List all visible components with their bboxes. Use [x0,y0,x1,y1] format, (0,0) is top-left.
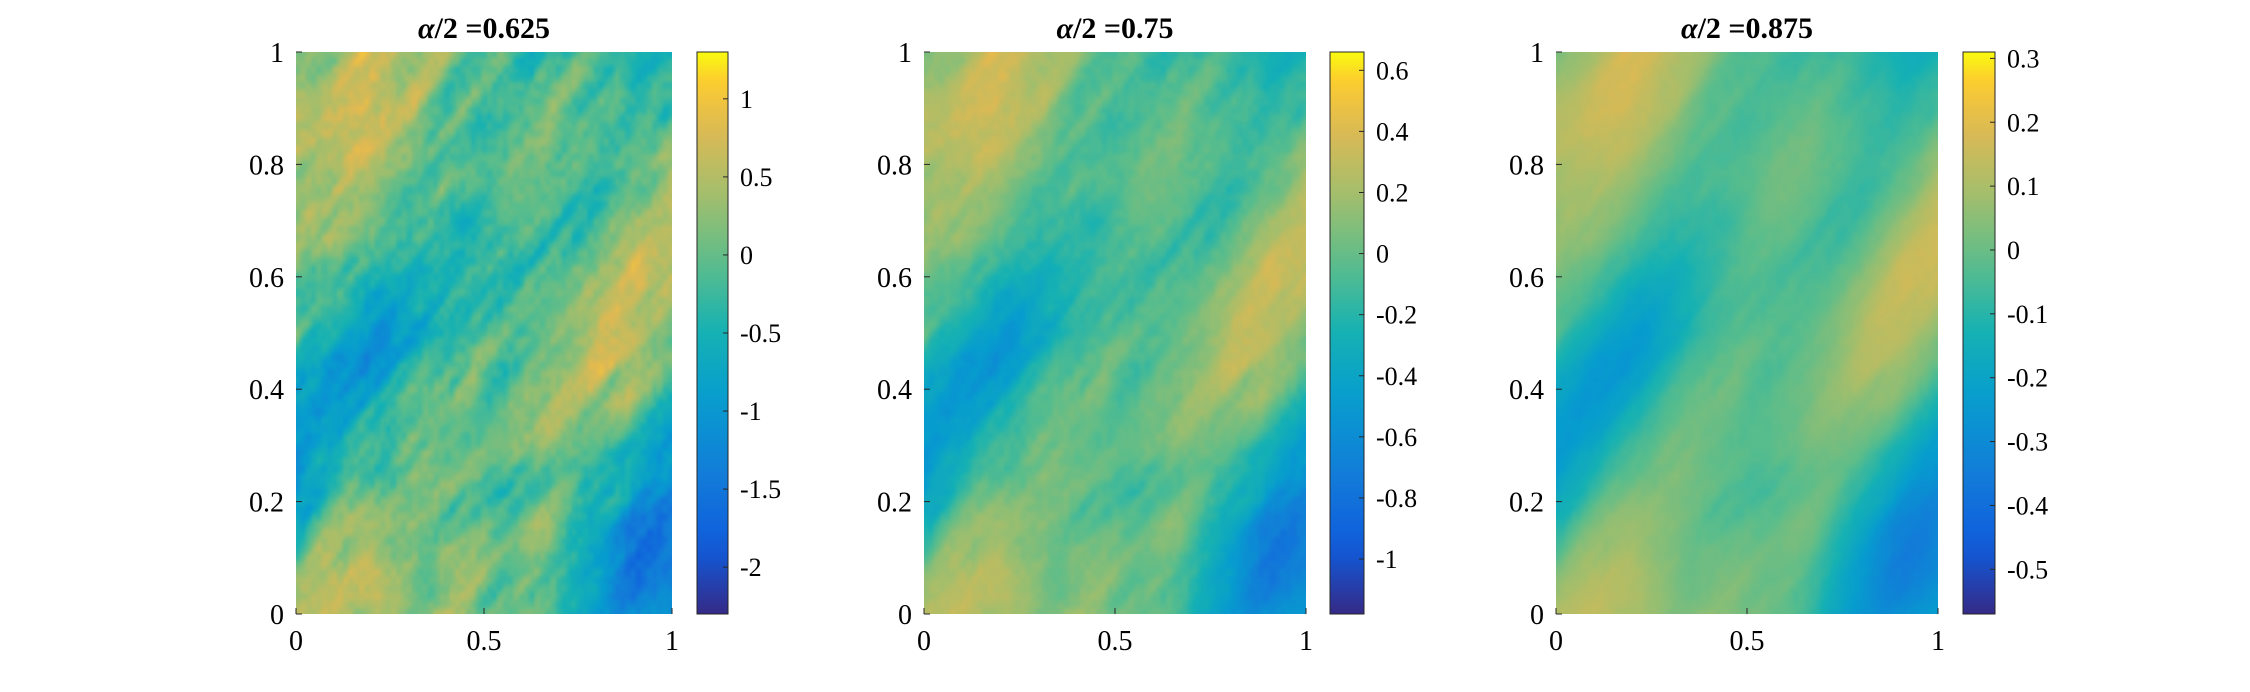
heatmap-image [924,52,1306,614]
colorbar-tick-label: 0.1 [2007,172,2040,201]
colorbar-scale [1329,51,1365,615]
colorbar-tick-label: -0.3 [2007,428,2048,457]
colorbar-tick-label: -0.2 [1376,301,1417,330]
y-tick-label: 1 [270,38,284,69]
colorbar-tick-label: -1 [740,397,762,426]
y-tick-label: 1 [1530,38,1544,69]
colorbar-tick-label: 0 [1376,240,1389,269]
colorbar-tick-label: 0.2 [2007,108,2040,137]
colorbar-tick-label: 0.3 [2007,44,2040,73]
heatmap-image [296,52,672,614]
y-tick-label: 0.8 [249,150,284,181]
y-tick-label: 0.8 [1509,150,1544,181]
y-tick-label: 0.8 [877,150,912,181]
y-tick-label: 0 [1530,600,1544,631]
heatmap-panel-1: 0 0.5 1 0 0.2 0.4 0.6 0.8 1 α/2 =0.625 1 0.5 0 -0.5 -1… [249,12,781,657]
colorbar-tick-label: -0.4 [2007,491,2048,520]
colorbar: 1 0.5 0 -0.5 -1 -1.5 -2 [696,51,781,615]
x-tick-label: 0 [917,626,931,657]
panel-title: α/2 =0.875 [1681,12,1813,45]
colorbar-tick-label: -1.5 [740,475,781,504]
title-text: /2 =0.625 [434,12,550,45]
colorbar-tick-label: 1 [740,85,753,114]
y-tick-label: 0.6 [877,263,912,294]
colorbar-scale [1962,51,1996,615]
heatmap-panel-2: 0 0.5 1 0 0.2 0.4 0.6 0.8 1 α/2 =0.75 0.6 0.4 0.2 0 -0… [877,12,1417,657]
colorbar-tick-label: 0.6 [1376,56,1409,85]
y-tick-label: 0.6 [249,263,284,294]
x-tick-label: 0.5 [467,626,502,657]
panel-title: α/2 =0.625 [418,12,550,45]
x-tick-label: 1 [1931,626,1945,657]
x-tick-label: 0.5 [1098,626,1133,657]
colorbar-tick-label: 0 [2007,236,2020,265]
y-tick-label: 0 [898,600,912,631]
colorbar-tick-label: 0 [740,241,753,270]
y-tick-label: 0.2 [877,488,912,519]
x-tick-label: 0 [1549,626,1563,657]
y-tick-label: 1 [898,38,912,69]
heatmap-image [1556,52,1938,614]
panel-title: α/2 =0.75 [1056,12,1173,45]
y-tick-label: 0.6 [1509,263,1544,294]
heatmap-panel-3: 0 0.5 1 0 0.2 0.4 0.6 0.8 1 α/2 =0.875 0.3 0.2 0.1 0 -… [1509,12,2048,657]
colorbar-tick-label: -0.6 [1376,423,1417,452]
colorbar: 0.6 0.4 0.2 0 -0.2 -0.4 -0.6 -0.8 -1 [1329,51,1417,615]
y-tick-label: 0.2 [1509,488,1544,519]
colorbar-tick-label: 0.2 [1376,179,1409,208]
colorbar-tick-label: -2 [740,553,762,582]
y-tick-label: 0.4 [877,375,912,406]
colorbar: 0.3 0.2 0.1 0 -0.1 -0.2 -0.3 -0.4 -0.5 [1962,44,2048,615]
x-tick-label: 0 [289,626,303,657]
colorbar-tick-label: -0.4 [1376,362,1417,391]
title-text: /2 =0.875 [1697,12,1813,45]
colorbar-tick-label: -0.5 [740,319,781,348]
y-tick-label: 0.4 [1509,375,1544,406]
colorbar-tick-label: -0.5 [2007,555,2048,584]
colorbar-tick-label: -0.8 [1376,484,1417,513]
y-tick-label: 0 [270,600,284,631]
y-tick-label: 0.4 [249,375,284,406]
colorbar-tick-label: -0.2 [2007,364,2048,393]
title-symbol: α [1681,12,1698,45]
title-text: /2 =0.75 [1072,12,1173,45]
x-tick-label: 1 [665,626,679,657]
colorbar-tick-label: 0.5 [740,163,773,192]
x-tick-label: 0.5 [1730,626,1765,657]
colorbar-tick-label: -0.1 [2007,300,2048,329]
title-symbol: α [418,12,435,45]
colorbar-tick-label: 0.4 [1376,117,1409,146]
colorbar-tick-label: -1 [1376,545,1398,574]
x-tick-label: 1 [1299,626,1313,657]
y-tick-label: 0.2 [249,488,284,519]
title-symbol: α [1056,12,1073,45]
